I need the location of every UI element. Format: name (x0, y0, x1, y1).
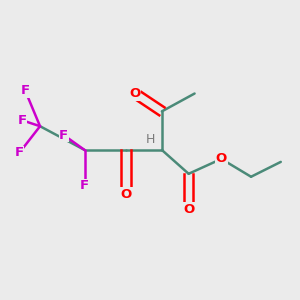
Text: O: O (216, 152, 227, 165)
Text: O: O (130, 87, 141, 100)
Text: F: F (21, 84, 30, 97)
Text: H: H (145, 133, 155, 146)
Text: F: F (80, 179, 89, 192)
Text: F: F (59, 129, 68, 142)
Text: F: F (18, 114, 27, 127)
Text: F: F (15, 146, 24, 160)
Text: O: O (121, 188, 132, 201)
Text: O: O (183, 203, 194, 216)
